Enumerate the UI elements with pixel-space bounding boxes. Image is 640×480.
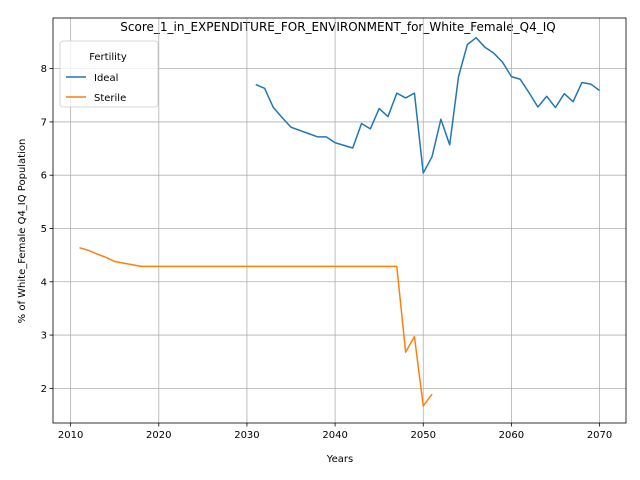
chart-title: Score_1_in_EXPENDITURE_FOR_ENVIRONMENT_f… (120, 20, 555, 34)
y-tick-label: 5 (41, 224, 47, 235)
legend-label-sterile: Sterile (94, 93, 126, 104)
x-tick-label: 2070 (587, 430, 612, 441)
x-axis-ticks: 2010 2020 2030 2040 2050 2060 2070 (58, 423, 612, 441)
series-line-sterile (79, 246, 433, 407)
y-tick-label: 3 (41, 331, 47, 342)
y-axis-label: % of White_Female Q4_IQ Population (17, 139, 28, 324)
legend-title: Fertility (89, 52, 127, 63)
y-tick-label: 6 (41, 171, 47, 182)
y-tick-label: 7 (41, 117, 47, 128)
legend-label-ideal: Ideal (94, 73, 118, 84)
x-tick-label: 2030 (234, 430, 259, 441)
legend: Fertility Ideal Sterile (59, 40, 159, 108)
y-axis-ticks: 2 3 4 5 6 7 8 (41, 64, 53, 395)
grid (53, 18, 626, 423)
legend-box (59, 40, 159, 108)
x-tick-label: 2020 (146, 430, 171, 441)
x-tick-label: 2040 (322, 430, 347, 441)
x-tick-label: 2010 (58, 430, 83, 441)
series-lines (79, 36, 600, 407)
x-axis-label: Years (326, 454, 353, 465)
y-tick-label: 2 (41, 384, 47, 395)
y-tick-label: 8 (41, 64, 47, 75)
x-tick-label: 2060 (499, 430, 524, 441)
y-tick-label: 4 (41, 277, 47, 288)
plot-frame (52, 17, 627, 424)
x-tick-label: 2050 (411, 430, 436, 441)
series-line-ideal (255, 36, 600, 174)
